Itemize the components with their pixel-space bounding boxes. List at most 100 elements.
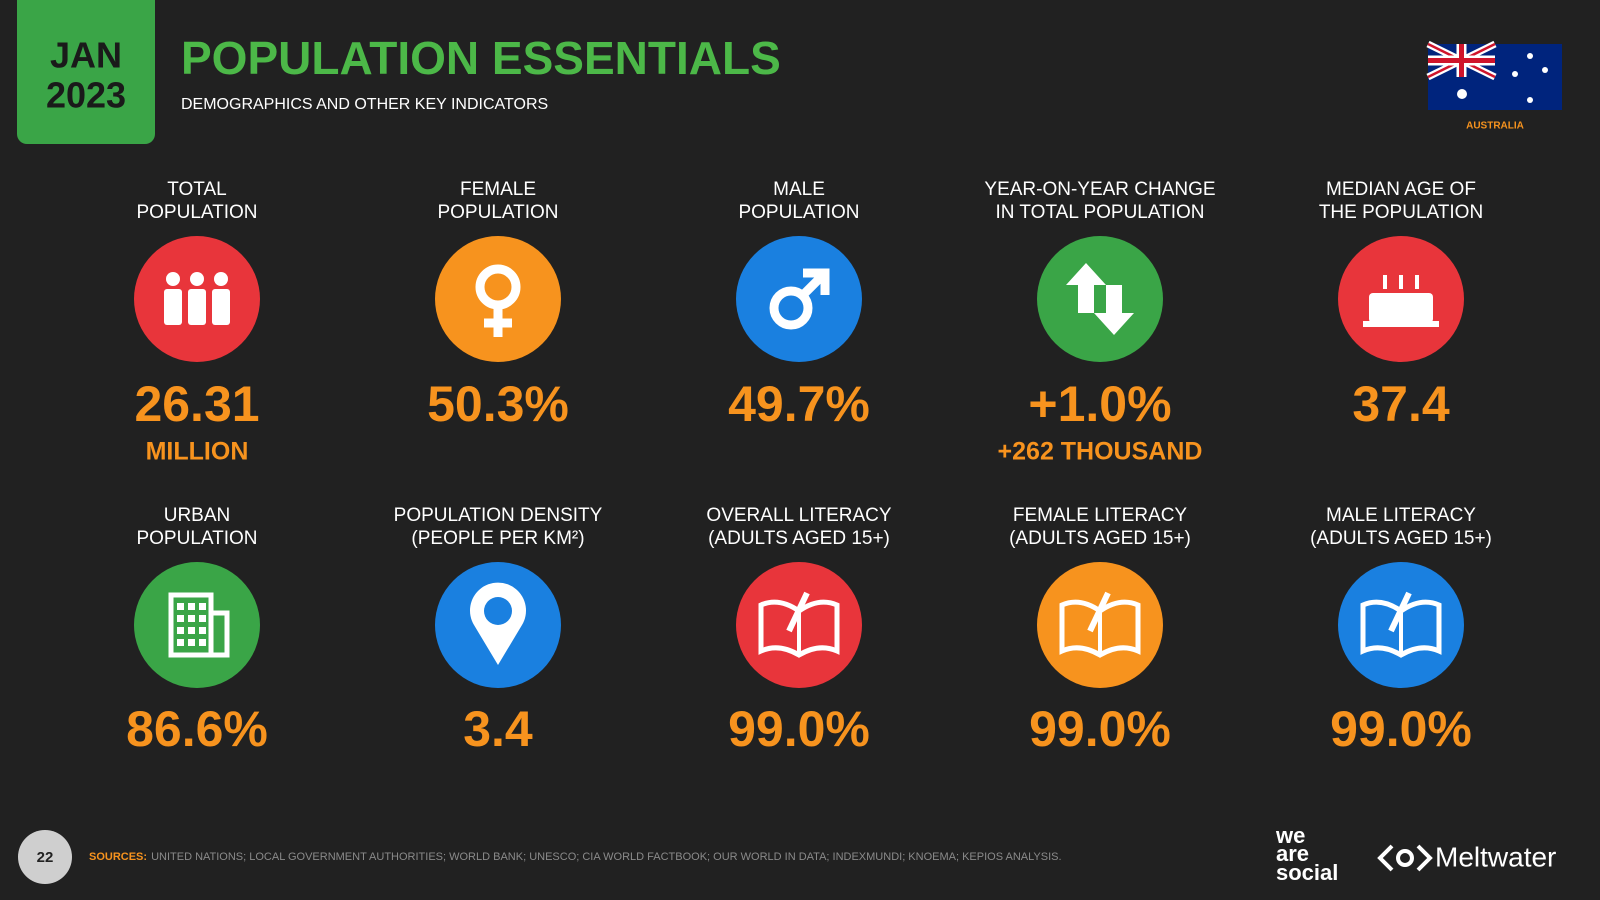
icon-part — [1399, 275, 1403, 289]
icon-part — [769, 286, 813, 330]
stat-card: MALE LITERACY(ADULTS AGED 15+) 99.0% — [1310, 505, 1492, 757]
stat-value: +1.0% — [1028, 376, 1171, 432]
stat-value: 99.0% — [728, 701, 870, 757]
flag — [1426, 40, 1562, 110]
country-label: AUSTRALIA — [1466, 121, 1524, 132]
icon-part — [164, 289, 182, 325]
stat-card: FEMALE LITERACY(ADULTS AGED 15+) 99.0% — [1009, 505, 1191, 757]
meltwater-logo — [1377, 844, 1433, 872]
stat-value: 37.4 — [1352, 376, 1450, 432]
subtitle: DEMOGRAPHICS AND OTHER KEY INDICATORS — [181, 96, 548, 113]
icon-part — [800, 268, 830, 298]
brand-meltwater: Meltwater — [1435, 841, 1556, 872]
stat-icon — [470, 582, 527, 665]
stat-label: TOTAL — [167, 179, 226, 200]
title: POPULATION ESSENTIALS — [181, 32, 781, 84]
icon-part — [188, 615, 195, 622]
icon-part — [188, 639, 195, 646]
date-year: 2023 — [46, 75, 126, 116]
stat-value: 99.0% — [1029, 701, 1171, 757]
brand-line: social — [1276, 860, 1338, 885]
stat-icon-circle — [1037, 236, 1163, 362]
stat-label: YEAR-ON-YEAR CHANGE — [984, 179, 1215, 200]
stat-label: POPULATION DENSITY — [394, 505, 603, 526]
icon-part — [1363, 321, 1439, 327]
stat-label: (ADULTS AGED 15+) — [1009, 528, 1191, 549]
stat-icon-circle — [134, 562, 260, 688]
stat-icon — [1066, 263, 1134, 335]
stat-icon — [769, 268, 830, 330]
sources: SOURCES: UNITED NATIONS; LOCAL GOVERNMENT… — [89, 851, 1062, 863]
stat-label: POPULATION — [136, 202, 257, 223]
icon-part — [1066, 263, 1134, 335]
stat-label: POPULATION — [738, 202, 859, 223]
stat-value: 3.4 — [463, 701, 533, 757]
brand-line: are — [1276, 841, 1309, 866]
stat-value: 26.31 — [134, 376, 259, 432]
stat-icon-circle — [736, 236, 862, 362]
icon-part — [177, 627, 184, 634]
stat-label: (ADULTS AGED 15+) — [708, 528, 890, 549]
stat-label: MEDIAN AGE OF — [1326, 179, 1476, 200]
stat-label: OVERALL LITERACY — [706, 505, 891, 526]
icon-part — [786, 591, 810, 633]
icon-part — [188, 603, 195, 610]
stat-label: MALE — [773, 179, 825, 200]
stat-icon — [168, 592, 230, 658]
stat-icon — [758, 591, 840, 658]
icon-part — [199, 627, 206, 634]
stat-icon — [1059, 591, 1141, 658]
icon-part — [188, 627, 195, 634]
stat-subvalue: +262 THOUSAND — [998, 438, 1203, 466]
icon-part — [166, 272, 180, 286]
stat-label: MALE LITERACY — [1326, 505, 1476, 526]
icon-part — [199, 639, 206, 646]
icon-part — [484, 305, 512, 337]
stat-label: (ADULTS AGED 15+) — [1310, 528, 1492, 549]
icon-part — [212, 289, 230, 325]
page-badge — [18, 830, 72, 884]
stat-value: 86.6% — [126, 701, 268, 757]
stat-value: 50.3% — [427, 376, 569, 432]
icon-part — [1087, 591, 1111, 633]
icon-part — [1415, 275, 1419, 289]
stat-icon — [1360, 591, 1442, 658]
stats: TOTALPOPULATION26.31MILLIONFEMALEPOPULAT… — [126, 179, 1492, 757]
stat-icon-circle — [435, 236, 561, 362]
date-month: JAN — [50, 35, 122, 76]
icon-part — [188, 289, 206, 325]
icon-part — [190, 272, 204, 286]
icon-part — [484, 597, 512, 625]
stat-label: POPULATION — [437, 202, 558, 223]
page-number: 22 — [37, 849, 54, 866]
icon-part — [177, 615, 184, 622]
icon-part — [208, 610, 230, 658]
brand-line: we — [1275, 823, 1305, 848]
stat-label: FEMALE LITERACY — [1013, 505, 1188, 526]
stat-value: 99.0% — [1330, 701, 1472, 757]
icon-part — [199, 615, 206, 622]
stat-card: POPULATION DENSITY(PEOPLE PER KM²) 3.4 — [394, 505, 603, 757]
stat-icon — [164, 272, 230, 325]
icon-part — [214, 272, 228, 286]
stat-label: URBAN — [164, 505, 231, 526]
icon-part — [177, 639, 184, 646]
icon-part — [1369, 293, 1433, 323]
icon-part — [177, 603, 184, 610]
stat-value: 49.7% — [728, 376, 870, 432]
stat-label: FEMALE — [460, 179, 536, 200]
stat-subvalue: MILLION — [146, 438, 249, 466]
icon-part — [1383, 275, 1387, 289]
stat-icon — [1363, 275, 1439, 327]
stat-label: THE POPULATION — [1319, 202, 1483, 223]
date-badge — [17, 0, 155, 144]
stat-label: POPULATION — [136, 528, 257, 549]
icon-part — [1388, 591, 1412, 633]
